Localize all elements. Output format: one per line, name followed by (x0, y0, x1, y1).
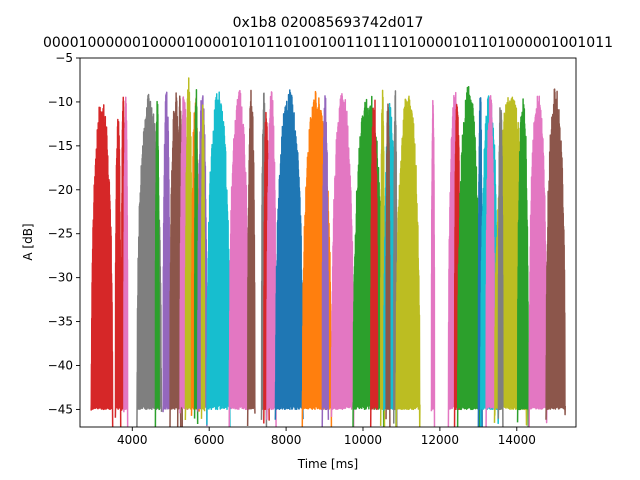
series-13-burst-0 (228, 89, 250, 427)
plot-area (90, 77, 566, 427)
series-21-burst-0 (330, 93, 355, 427)
y-axis-label: A [dB] (21, 223, 35, 260)
x-tick-label: 10000 (344, 433, 382, 447)
y-tick-label: −15 (48, 139, 73, 153)
series-39-burst-0 (528, 95, 548, 427)
series-1-burst-0 (123, 96, 129, 427)
chart-title: 0x1b8 020085693742d017 (233, 15, 424, 31)
y-tick-label: −45 (48, 402, 73, 416)
series-9-burst-0 (193, 88, 199, 425)
series-28-burst-0 (395, 95, 421, 427)
axes: 4000 6000 8000 10000 12000 14000 −45 −40 −35 −30 −… (48, 51, 577, 447)
series-3-burst-0 (154, 100, 160, 427)
series-14-burst-0 (246, 89, 256, 426)
series-18-burst-0 (274, 89, 304, 420)
series-29-burst-0 (430, 99, 436, 427)
series-37-burst-0 (497, 107, 504, 427)
x-tick-label: 4000 (117, 433, 148, 447)
x-tick-label: 14000 (498, 433, 536, 447)
plot-frame (79, 57, 577, 428)
series-23-burst-0 (369, 99, 379, 427)
y-tick-label: −25 (48, 227, 73, 241)
series-11-burst-0 (200, 104, 206, 419)
y-tick-label: −40 (48, 359, 73, 373)
y-tick-label: −20 (48, 183, 73, 197)
series-20-burst-0 (321, 95, 330, 427)
series-0-burst-1 (114, 118, 122, 427)
x-axis-label: Time [ms] (297, 457, 359, 471)
series-12-burst-0 (206, 91, 231, 427)
series-40-burst-0 (545, 88, 566, 420)
chart-subtitle: 0000100000010000100001010110100100110111… (43, 35, 613, 51)
series-4-burst-0 (162, 91, 171, 413)
series-35-burst-0 (485, 94, 496, 427)
series-38-burst-0 (516, 98, 530, 427)
series-17-burst-0 (266, 91, 277, 427)
series-22-burst-0 (352, 95, 385, 427)
series-32-burst-0 (456, 86, 481, 427)
y-tick-label: −35 (48, 315, 73, 329)
y-tick-label: −5 (55, 51, 73, 65)
y-tick-label: −30 (48, 271, 73, 285)
y-tick-label: −10 (48, 95, 73, 109)
series-0-burst-0 (90, 104, 114, 427)
x-tick-label: 12000 (421, 433, 459, 447)
x-tick-label: 6000 (194, 433, 225, 447)
series-26-burst-0 (385, 103, 391, 427)
x-tick-label: 8000 (271, 433, 302, 447)
series-group (90, 77, 566, 427)
